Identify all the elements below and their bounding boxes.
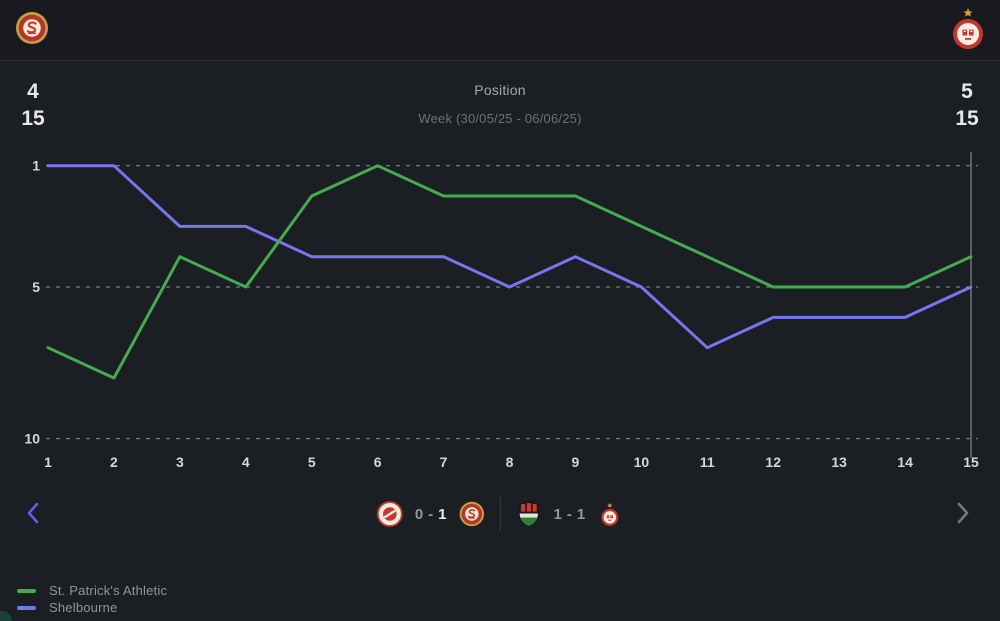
series-line-st-patrick-s-athletic <box>46 164 973 380</box>
top-bar <box>0 0 1000 61</box>
series-line-shelbourne <box>46 164 973 350</box>
home-week-value: 15 <box>21 107 45 130</box>
away-team-stat: 5 15 <box>942 78 992 132</box>
match-divider <box>499 497 501 531</box>
y-axis-label: 1 <box>32 158 40 174</box>
x-axis-label: 5 <box>308 454 316 470</box>
previous-week-button[interactable] <box>20 499 46 527</box>
match-result[interactable]: 0 - 1 <box>376 501 485 527</box>
week-range-label: Week (30/05/25 - 06/06/25) <box>418 111 582 126</box>
score-separator: - <box>566 505 572 523</box>
y-axis-label: 10 <box>24 431 40 447</box>
x-axis-label: 9 <box>572 454 580 470</box>
legend-label: Shelbourne <box>49 600 118 615</box>
next-week-button[interactable] <box>950 499 976 527</box>
legend-label: St. Patrick's Athletic <box>49 583 168 598</box>
away-week-value: 15 <box>955 107 979 130</box>
away-score: 1 <box>576 505 586 523</box>
legend-item-shelbourne: Shelbourne <box>17 599 167 616</box>
x-axis-label: 12 <box>765 454 781 470</box>
x-axis-label: 4 <box>242 454 250 470</box>
x-axis-label: 15 <box>963 454 979 470</box>
x-axis-label: 7 <box>440 454 448 470</box>
sligo-rovers-crest-icon <box>376 501 403 527</box>
home-position-value: 4 <box>27 80 39 103</box>
match-score: 1 - 1 <box>554 506 586 523</box>
match-score: 0 - 1 <box>415 506 447 523</box>
away-position-value: 5 <box>961 80 973 103</box>
chart-legend: St. Patrick's Athletic Shelbourne <box>17 582 167 616</box>
match-result[interactable]: 1 - 1 <box>516 501 624 527</box>
legend-swatch-purple <box>17 605 36 610</box>
y-axis-label: 5 <box>32 279 40 295</box>
corner-accent <box>0 611 12 621</box>
legend-item-st-patricks: St. Patrick's Athletic <box>17 582 167 599</box>
home-score: 1 <box>553 505 562 523</box>
x-axis-label: 1 <box>44 454 52 470</box>
x-axis-label: 11 <box>700 454 715 470</box>
x-axis-label: 13 <box>831 454 847 470</box>
x-axis-label: 6 <box>374 454 382 470</box>
score-separator: - <box>428 505 434 523</box>
home-team-stat: 4 15 <box>8 78 58 132</box>
cork-city-crest-icon <box>516 501 542 527</box>
shelbourne-crest-icon <box>597 501 623 527</box>
x-axis-label: 8 <box>506 454 514 470</box>
shelbourne-crest-icon <box>951 5 985 51</box>
chevron-right-icon <box>957 502 969 524</box>
away-score: 1 <box>438 505 447 523</box>
st-patricks-athletic-crest-icon <box>459 501 485 527</box>
x-axis-label: 2 <box>110 454 118 470</box>
chart-title: Position <box>474 82 526 98</box>
x-axis-label: 3 <box>176 454 184 470</box>
x-axis-label: 10 <box>634 454 650 470</box>
x-axis-label: 14 <box>897 454 913 470</box>
week-matches: 0 - 1 <box>376 497 624 531</box>
legend-swatch-green <box>17 588 36 593</box>
home-score: 0 <box>414 505 424 523</box>
chevron-left-icon <box>27 502 39 524</box>
st-patricks-athletic-crest-icon <box>15 11 49 45</box>
